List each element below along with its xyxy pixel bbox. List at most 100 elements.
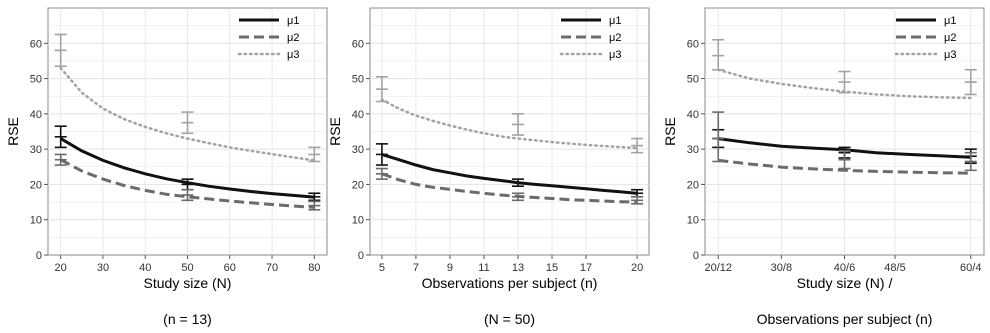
error-bar (712, 38, 725, 71)
legend-label-2: μ2 (609, 32, 621, 44)
error-bar (512, 113, 525, 136)
y-tick-label: 20 (30, 179, 42, 191)
series-3 (712, 38, 977, 100)
series-line (718, 158, 971, 175)
panel-caption: (n = 13) (163, 311, 212, 327)
error-bar (631, 137, 644, 154)
legend-label-3: μ3 (609, 49, 621, 61)
error-bar (631, 195, 644, 205)
series-2 (54, 153, 321, 211)
error-bar (308, 192, 321, 202)
grid (705, 8, 984, 255)
x-tick-label: 30 (97, 262, 109, 274)
legend-label-2: μ2 (944, 32, 956, 44)
y-tick-label: 40 (687, 109, 699, 121)
legend-label-1: μ1 (944, 15, 956, 27)
x-tick-label: 40 (139, 262, 151, 274)
x-tick-label: 5 (379, 262, 385, 274)
series-1 (375, 143, 644, 198)
error-bar (308, 200, 321, 211)
error-bar (375, 167, 388, 180)
legend-label-1: μ1 (609, 15, 621, 27)
y-tick-label: 0 (358, 250, 364, 262)
legend: μ1 μ2 μ3 (894, 15, 956, 61)
x-tick-label: 20/12 (704, 262, 732, 274)
error-bar (54, 153, 67, 166)
y-tick-label: 50 (30, 74, 42, 86)
x-tick-label: 13 (512, 262, 524, 274)
error-bar (181, 111, 194, 135)
error-bar (375, 76, 388, 103)
y-tick-label: 50 (687, 74, 699, 86)
x-tick-label: 50 (181, 262, 193, 274)
legend-label-3: μ3 (287, 49, 299, 61)
x-tick-label: 48/5 (884, 262, 905, 274)
y-axis-title: RSE (327, 117, 343, 146)
y-axis-title: RSE (662, 117, 678, 146)
error-bar (512, 192, 525, 202)
error-bar (308, 146, 321, 163)
y-tick-label: 40 (30, 109, 42, 121)
y-tick-label: 30 (30, 144, 42, 156)
error-bar (54, 125, 67, 149)
x-tick-label: 11 (478, 262, 489, 274)
x-axis-title: Observations per subject (n) (422, 275, 598, 291)
y-tick-label: 60 (30, 38, 42, 50)
series-3 (54, 33, 321, 163)
y-tick-label: 60 (352, 38, 364, 50)
error-bar (712, 111, 725, 163)
legend-label-3: μ3 (944, 49, 956, 61)
y-tick-label: 0 (693, 250, 699, 262)
y-tick-label: 60 (687, 38, 699, 50)
error-bar (181, 188, 194, 202)
grid (370, 8, 649, 255)
x-tick-label: 20 (631, 262, 643, 274)
y-tick-label: 10 (30, 215, 42, 227)
x-axis-title-line2: Observations per subject (n) (757, 311, 933, 327)
x-tick-label: 15 (546, 262, 558, 274)
series-3 (375, 76, 644, 154)
chart-panel-3: 0 10 20 30 40 50 60 20/12 30/8 40/6 48/5 60/4 Study … (662, 7, 985, 327)
error-bar (838, 150, 851, 170)
x-axis-title: Study size (N) (144, 275, 232, 291)
y-tick-label: 0 (36, 250, 42, 262)
y-tick-label: 50 (352, 74, 364, 86)
series-line (59, 66, 316, 162)
x-axis-title: Study size (N) / (797, 275, 893, 291)
x-tick-label: 80 (308, 262, 320, 274)
y-tick-label: 10 (687, 215, 699, 227)
error-bar (512, 178, 525, 187)
y-tick-label: 20 (352, 179, 364, 191)
series-line (381, 152, 638, 195)
legend: μ1 μ2 μ3 (237, 15, 299, 61)
y-tick-label: 40 (352, 109, 364, 121)
x-tick-label: 60/4 (960, 262, 981, 274)
x-tick-label: 70 (266, 262, 278, 274)
error-bar (964, 68, 977, 96)
x-tick-label: 40/6 (834, 262, 855, 274)
error-bar (838, 70, 851, 94)
legend-label-1: μ1 (287, 15, 299, 27)
error-bar (54, 33, 67, 68)
series-2 (712, 111, 977, 175)
legend-label-2: μ2 (287, 32, 299, 44)
series-line (59, 158, 315, 209)
x-tick-label: 17 (580, 262, 592, 274)
y-axis-title: RSE (5, 117, 21, 146)
error-bar (964, 151, 977, 172)
x-tick-label: 20 (55, 262, 67, 274)
x-tick-label: 60 (224, 262, 236, 274)
series-line (381, 172, 638, 204)
y-tick-label: 20 (687, 179, 699, 191)
x-tick-label: 7 (413, 262, 419, 274)
y-tick-label: 10 (352, 215, 364, 227)
x-tick-label: 30/8 (771, 262, 792, 274)
y-tick-label: 30 (687, 144, 699, 156)
series-line (380, 98, 639, 150)
x-tick-label: 9 (447, 262, 453, 274)
chart-panel-2: 0 10 20 30 40 50 60 5 7 9 11 13 15 17 20 Observations p… (327, 7, 650, 327)
series-2 (375, 167, 644, 205)
y-tick-label: 30 (352, 144, 364, 156)
error-bar (375, 143, 388, 166)
